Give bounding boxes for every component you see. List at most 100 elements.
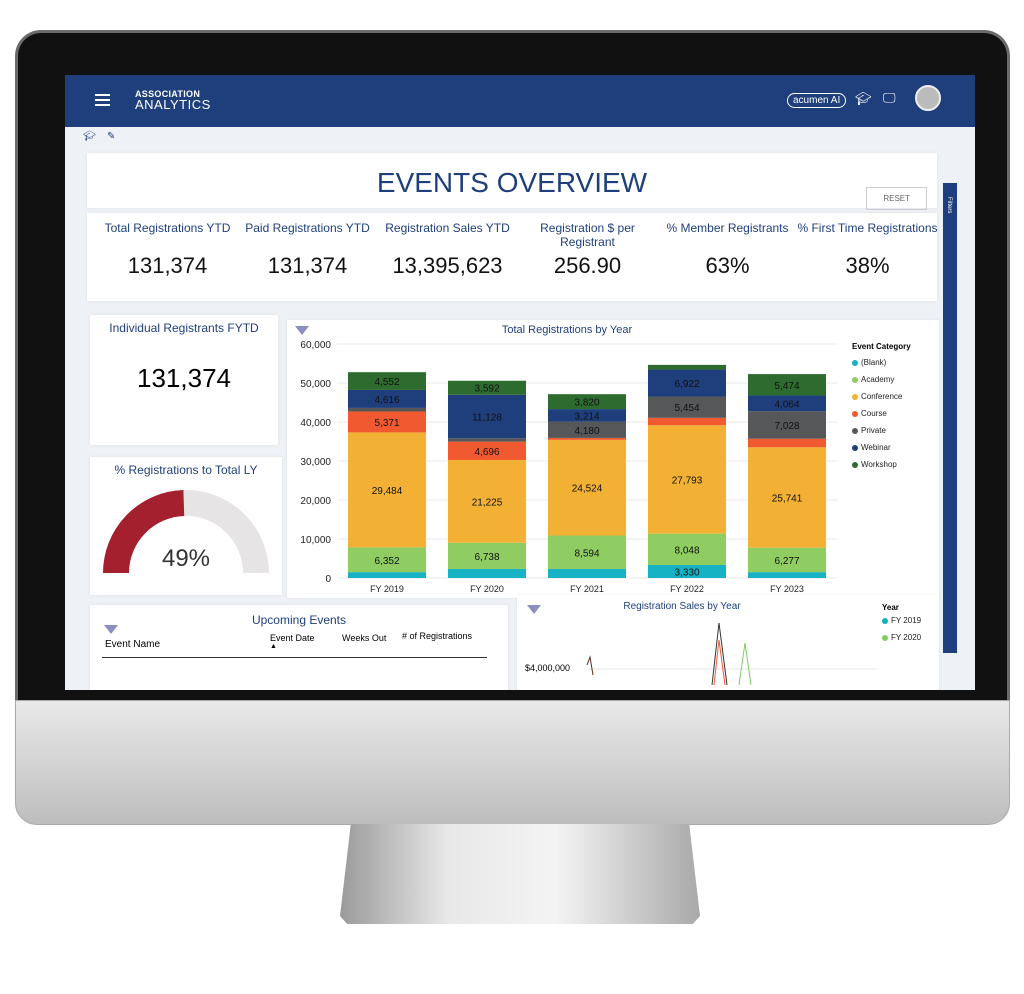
gauge-chart	[103, 490, 269, 574]
legend-item[interactable]: Course	[852, 405, 911, 422]
kpi-value: 38%	[845, 253, 890, 278]
filter-icon[interactable]	[295, 326, 309, 335]
page-title: EVENTS OVERVIEW	[376, 167, 648, 198]
column-header-event-date[interactable]: Event Date ▲	[270, 633, 315, 650]
data-label: 6,352	[374, 556, 399, 567]
data-label: 29,484	[372, 486, 403, 497]
filter-icon[interactable]	[527, 605, 541, 614]
legend-dot	[852, 359, 858, 366]
kpi-card: Total Registrations YTD 131,374 Paid Regis…	[87, 213, 938, 301]
legend-dot	[882, 617, 888, 624]
legend-label: Course	[861, 409, 887, 418]
data-label: 6,922	[674, 379, 699, 390]
bar-segment	[748, 395, 826, 412]
legend-item[interactable]: Workshop	[852, 456, 911, 473]
kpi-value: 131,374	[137, 363, 231, 393]
filter-icon[interactable]	[104, 625, 118, 634]
legend-dot	[852, 444, 858, 451]
series-line	[713, 639, 726, 686]
bar-segment	[648, 417, 726, 426]
data-label: 21,225	[472, 497, 503, 508]
monitor-stand	[340, 824, 700, 924]
kpi-tile: Registration $ per Registrant 256.90	[515, 221, 660, 279]
legend-item[interactable]: Academy	[852, 371, 911, 388]
data-label: 6,277	[774, 556, 799, 567]
legend-label: Webinar	[861, 443, 891, 452]
data-label: 24,524	[572, 484, 603, 495]
legend-label: Private	[861, 426, 886, 435]
sales-line-chart	[586, 622, 877, 686]
dashboard-screen: ASSOCIATION ANALYTICS acumen AI 🎓︎ 🖵 🎓︎ …	[65, 75, 975, 690]
kpi-value: 13,395,623	[392, 253, 503, 278]
y-tick-label: $4,000,000	[525, 663, 571, 673]
legend-dot	[852, 410, 858, 417]
legend-dot	[882, 634, 888, 641]
gauge-title: % Registrations to Total LY	[114, 463, 258, 477]
bar-segment	[448, 569, 526, 578]
legend-label: (Blank)	[861, 358, 887, 367]
hamburger-menu-icon[interactable]	[95, 94, 110, 106]
kpi-tile: % Member Registrants 63%	[655, 221, 800, 279]
acumen-ai-button[interactable]: acumen AI	[787, 93, 847, 108]
data-label: 3,330	[674, 568, 699, 579]
legend-item[interactable]: Conference	[852, 388, 911, 405]
kpi-value: 256.90	[553, 253, 622, 278]
association-analytics-logo[interactable]: ASSOCIATION ANALYTICS	[135, 89, 211, 111]
user-avatar[interactable]	[915, 85, 941, 111]
bar-segment	[748, 411, 826, 439]
bar-segment	[448, 441, 526, 460]
filters-panel-toggle[interactable]: Filters	[943, 183, 957, 653]
kpi-tile: Registration Sales YTD 13,395,623	[375, 221, 520, 279]
data-label: 3,820	[574, 398, 599, 409]
series-line	[586, 655, 594, 676]
gauge-fill	[103, 490, 185, 574]
bar-segment	[348, 572, 426, 578]
reset-button[interactable]: RESET	[866, 187, 927, 210]
legend-label: Academy	[861, 375, 895, 384]
monitor-icon[interactable]: 🖵	[883, 90, 896, 105]
bar-segment	[448, 542, 526, 570]
monitor-chin	[15, 700, 1010, 825]
kpi-value: 131,374	[127, 253, 208, 278]
x-tick-label: FY 2023	[770, 584, 804, 594]
data-label: 3,592	[474, 384, 499, 395]
graduation-cap-icon[interactable]: 🎓︎	[83, 131, 96, 142]
legend-label: FY 2020	[891, 633, 922, 642]
data-label: 4,696	[474, 447, 499, 458]
x-tick-label: FY 2020	[470, 584, 504, 594]
bar-segment	[748, 438, 826, 448]
legend-title: Event Category	[852, 342, 911, 351]
legend-item[interactable]: Private	[852, 422, 911, 439]
header-divider	[102, 657, 487, 658]
gauge-value: 49%	[161, 545, 211, 572]
column-header-event-name[interactable]: Event Name	[105, 639, 161, 650]
data-label: 25,741	[772, 493, 803, 504]
x-tick-label: FY 2019	[370, 584, 404, 594]
x-tick-label: FY 2021	[570, 584, 604, 594]
column-header-weeks-out[interactable]: Weeks Out	[342, 633, 387, 643]
data-label: 3,214	[574, 411, 599, 422]
bar-segment	[548, 569, 626, 578]
chart-title: Registration Sales by Year	[623, 601, 741, 612]
data-label: 11,128	[472, 412, 502, 423]
bar-segment	[748, 374, 826, 396]
kpi-tile: Paid Registrations YTD 131,374	[235, 221, 380, 279]
legend-item[interactable]: Webinar	[852, 439, 911, 456]
series-line	[711, 622, 728, 686]
kpi-label: % First Time Registrations	[797, 221, 938, 235]
pencil-icon[interactable]: ✎	[107, 131, 116, 142]
sort-ascending-icon: ▲	[270, 643, 277, 650]
bar-segment	[448, 438, 526, 442]
bar-segment	[648, 364, 726, 370]
bar-segment	[648, 533, 726, 566]
legend-item[interactable]: (Blank)	[852, 354, 911, 371]
y-tick-label: 20,000	[300, 496, 331, 507]
x-tick-label: FY 2022	[670, 584, 704, 594]
graduation-cap-icon[interactable]: 🎓︎	[855, 91, 872, 106]
column-header-registrations[interactable]: # of Registrations	[402, 631, 473, 641]
upcoming-events-card: Upcoming Events Event Name Event Date ▲ W…	[90, 605, 508, 690]
data-label: 5,371	[374, 418, 399, 429]
bar-segment	[648, 565, 726, 578]
legend-item: FY 2020	[882, 629, 921, 646]
bar-segment	[648, 396, 726, 418]
